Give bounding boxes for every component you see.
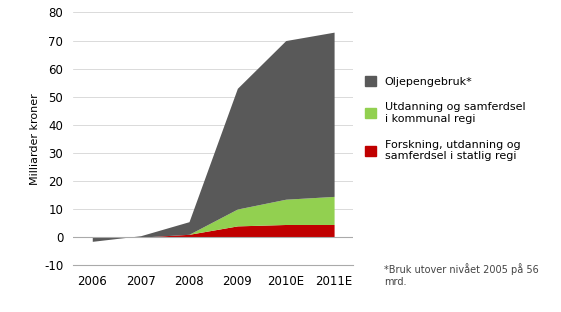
Legend: Oljepengebruk*, Utdanning og samferdsel
i kommunal regi, Forskning, utdanning og: Oljepengebruk*, Utdanning og samferdsel … (365, 76, 525, 161)
Text: *Bruk utover nivået 2005 på 56
mrd.: *Bruk utover nivået 2005 på 56 mrd. (384, 264, 539, 287)
Y-axis label: Milliarder kroner: Milliarder kroner (30, 93, 40, 185)
